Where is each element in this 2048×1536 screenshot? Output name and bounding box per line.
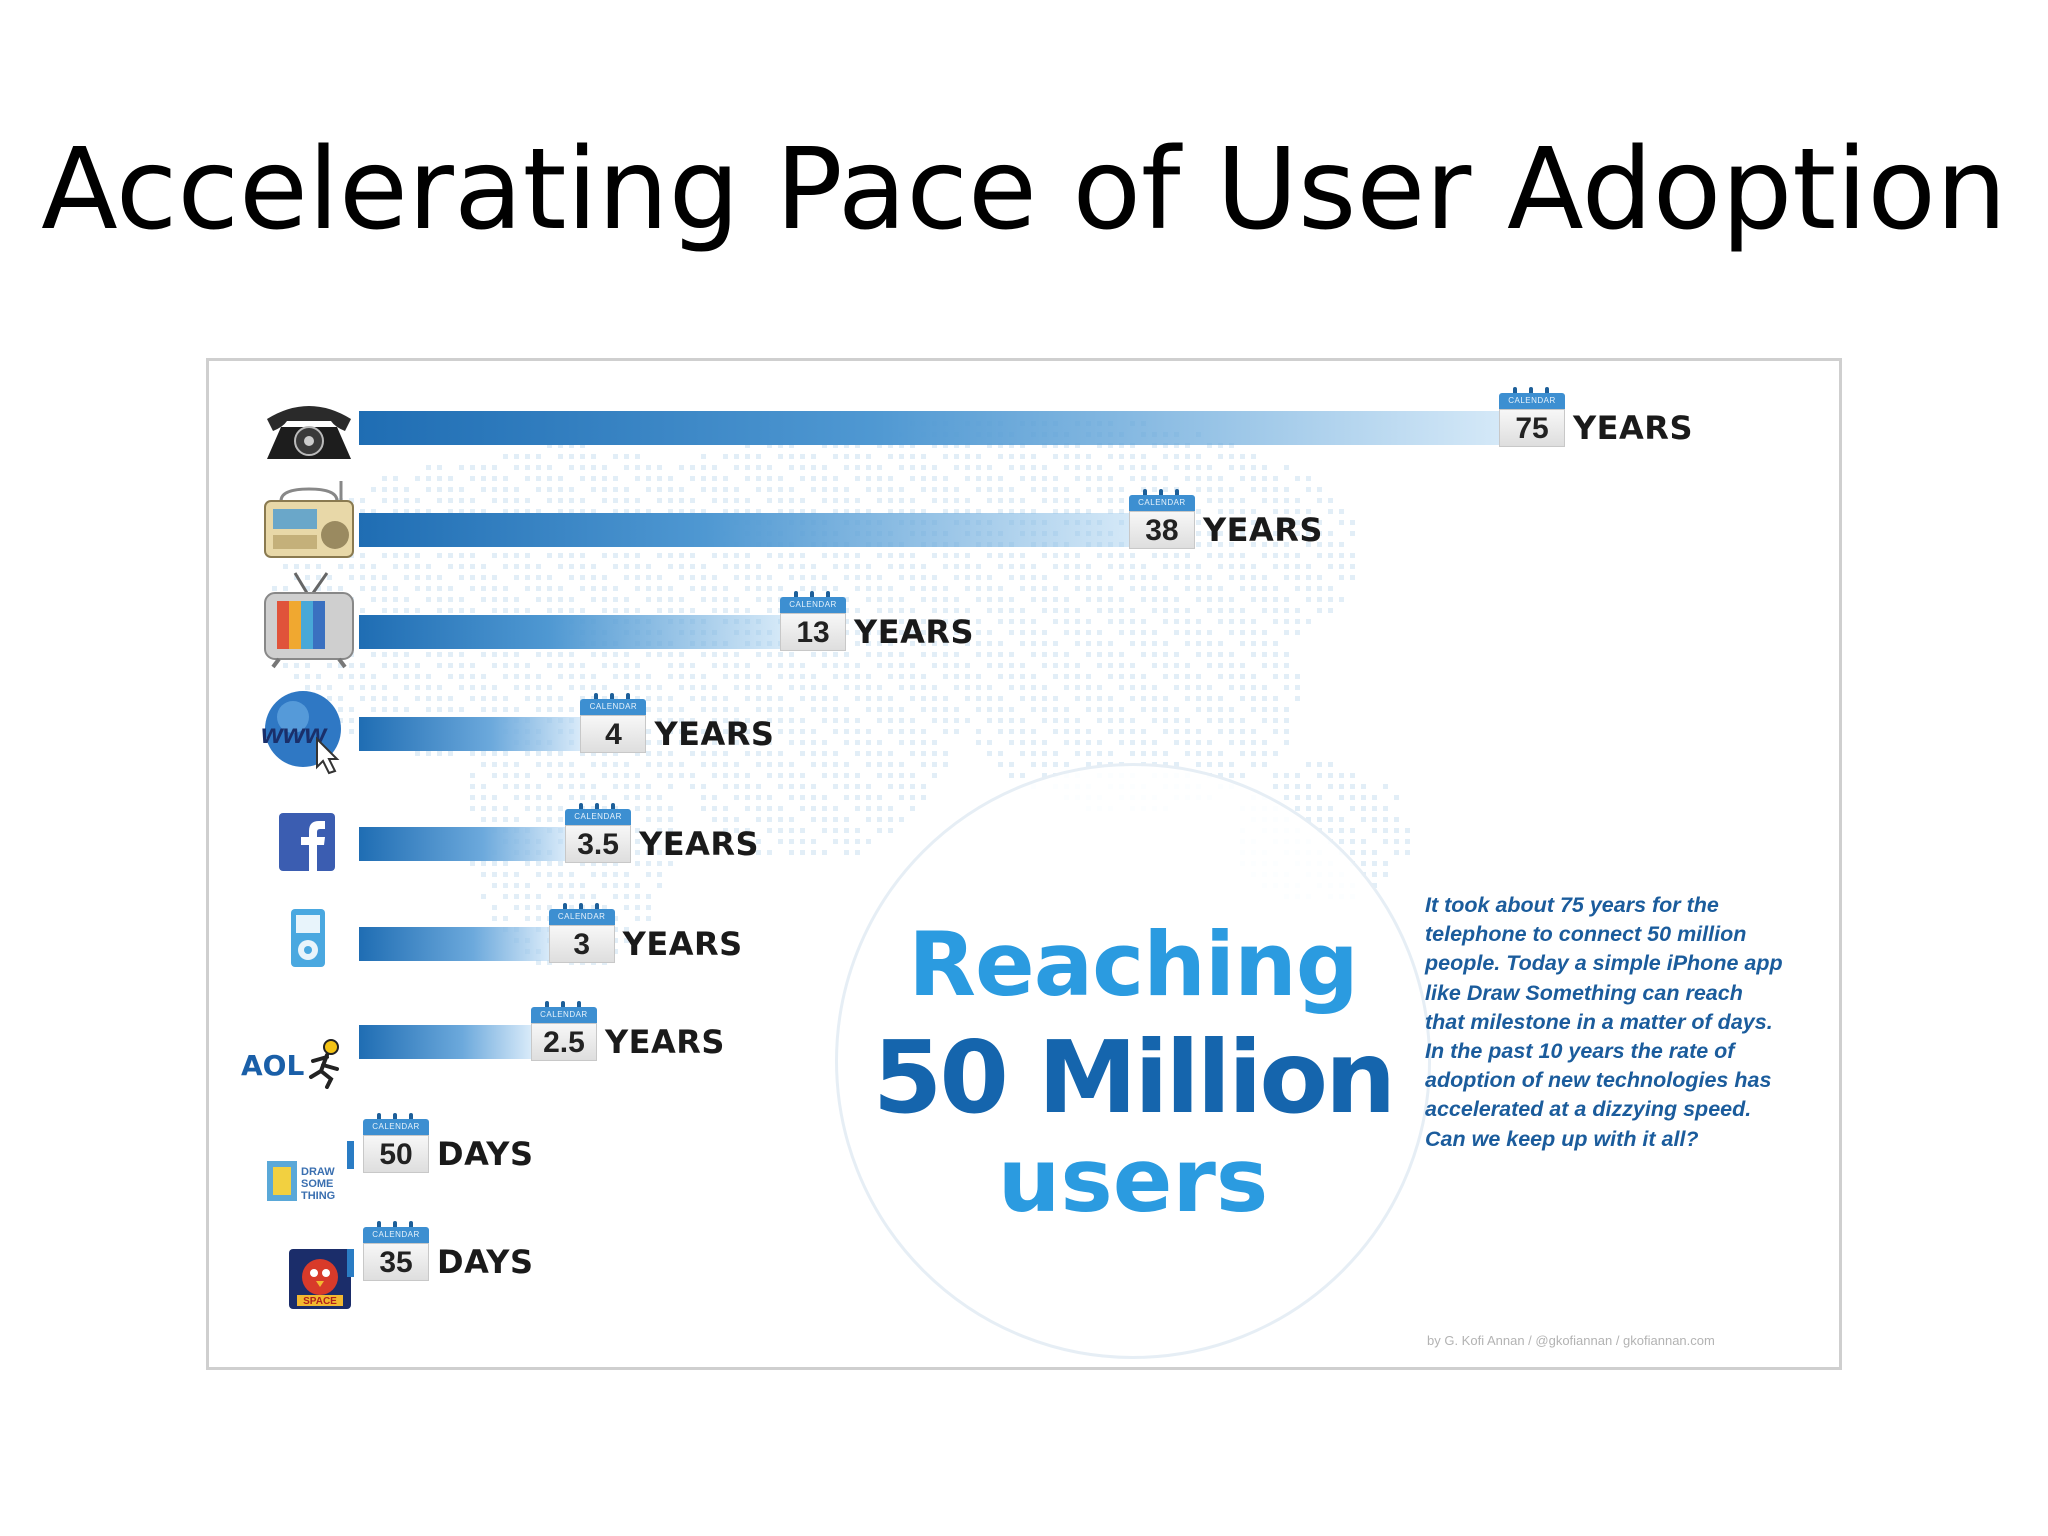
value-label: 38 [1128,511,1195,549]
calendar-value-4: CALENDAR 3.5 [565,801,632,863]
calendar-value-7: CALENDAR 50 [363,1111,429,1173]
calendar-value-3: CALENDAR 4 [580,691,647,753]
bar-facebook [359,827,566,861]
unit-label: YEARS [639,825,760,863]
blurb-text: It took about 75 years for the telephone… [1425,893,1783,1151]
value-label: 13 [780,613,847,651]
calendar-value-6: CALENDAR 2.5 [530,999,597,1061]
calendar-header: CALENDAR [363,1227,429,1243]
headline-circle [835,763,1431,1359]
value-label: 2.5 [530,1023,597,1061]
bar-television [359,615,781,649]
calendar-value-2: CALENDAR 13 [780,589,847,651]
radio-icon [264,481,354,558]
svg-text:SOME: SOME [301,1178,333,1190]
calendar-header: CALENDAR [1128,495,1195,511]
value-label: 3.5 [565,825,632,863]
aol-running-man-icon [309,1039,339,1089]
www-icon: www [261,691,341,775]
calendar-value-5: CALENDAR 3 [548,901,615,963]
bar-radio [359,513,1129,547]
calendar-value-1: CALENDAR 38 [1128,487,1195,549]
bar-www [359,717,581,751]
bar-telephone [359,411,1499,445]
draw-something-icon: DRAW SOME THING [267,1161,335,1202]
calendar-header: CALENDAR [1499,393,1565,409]
slide-title: Accelerating Pace of User Adoption [41,125,2007,255]
unit-label: YEARS [1202,511,1323,549]
unit-label: YEARS [654,715,775,753]
svg-text:DRAW: DRAW [301,1166,335,1178]
bar-ipod [359,927,549,961]
calendar-header: CALENDAR [580,699,647,715]
television-icon [264,572,354,669]
value-label: 4 [580,715,647,753]
unit-label: DAYS [437,1243,534,1281]
unit-label: DAYS [437,1135,534,1173]
unit-label: YEARS [854,613,975,651]
unit-label: YEARS [1573,409,1693,447]
calendar-header: CALENDAR [363,1119,429,1135]
calendar-value-0: CALENDAR 75 [1499,385,1565,447]
calendar-value-8: CALENDAR 35 [363,1219,429,1281]
bar-draw-something [347,1141,354,1169]
unit-label: YEARS [622,925,743,963]
angry-birds-space-icon: SPACE [289,1249,351,1309]
telephone-icon [267,406,351,459]
svg-text:SPACE: SPACE [303,1296,337,1307]
svg-text:THING: THING [301,1190,335,1202]
ipod-icon [291,909,325,967]
value-label: 75 [1499,409,1565,447]
calendar-header: CALENDAR [548,909,615,925]
calendar-header: CALENDAR [565,809,632,825]
facebook-icon [279,813,335,871]
headline-line-1: Reaching [908,913,1358,1016]
value-label: 3 [548,925,615,963]
calendar-header: CALENDAR [530,1007,597,1023]
bar-aol [359,1025,531,1059]
calendar-header: CALENDAR [780,597,847,613]
aol-logo: AOL [241,1049,305,1082]
value-label: 35 [363,1243,429,1281]
value-label: 50 [363,1135,429,1173]
credit-text: by G. Kofi Annan / @gkofiannan / gkofian… [1427,1333,1715,1348]
bar-angry-birds-space [347,1249,354,1277]
headline-line-2: 50 Million [872,1019,1397,1136]
unit-label: YEARS [604,1023,725,1061]
headline-line-3: users [997,1129,1269,1232]
infographic: Reaching 50 Million users It took about … [206,358,1842,1370]
